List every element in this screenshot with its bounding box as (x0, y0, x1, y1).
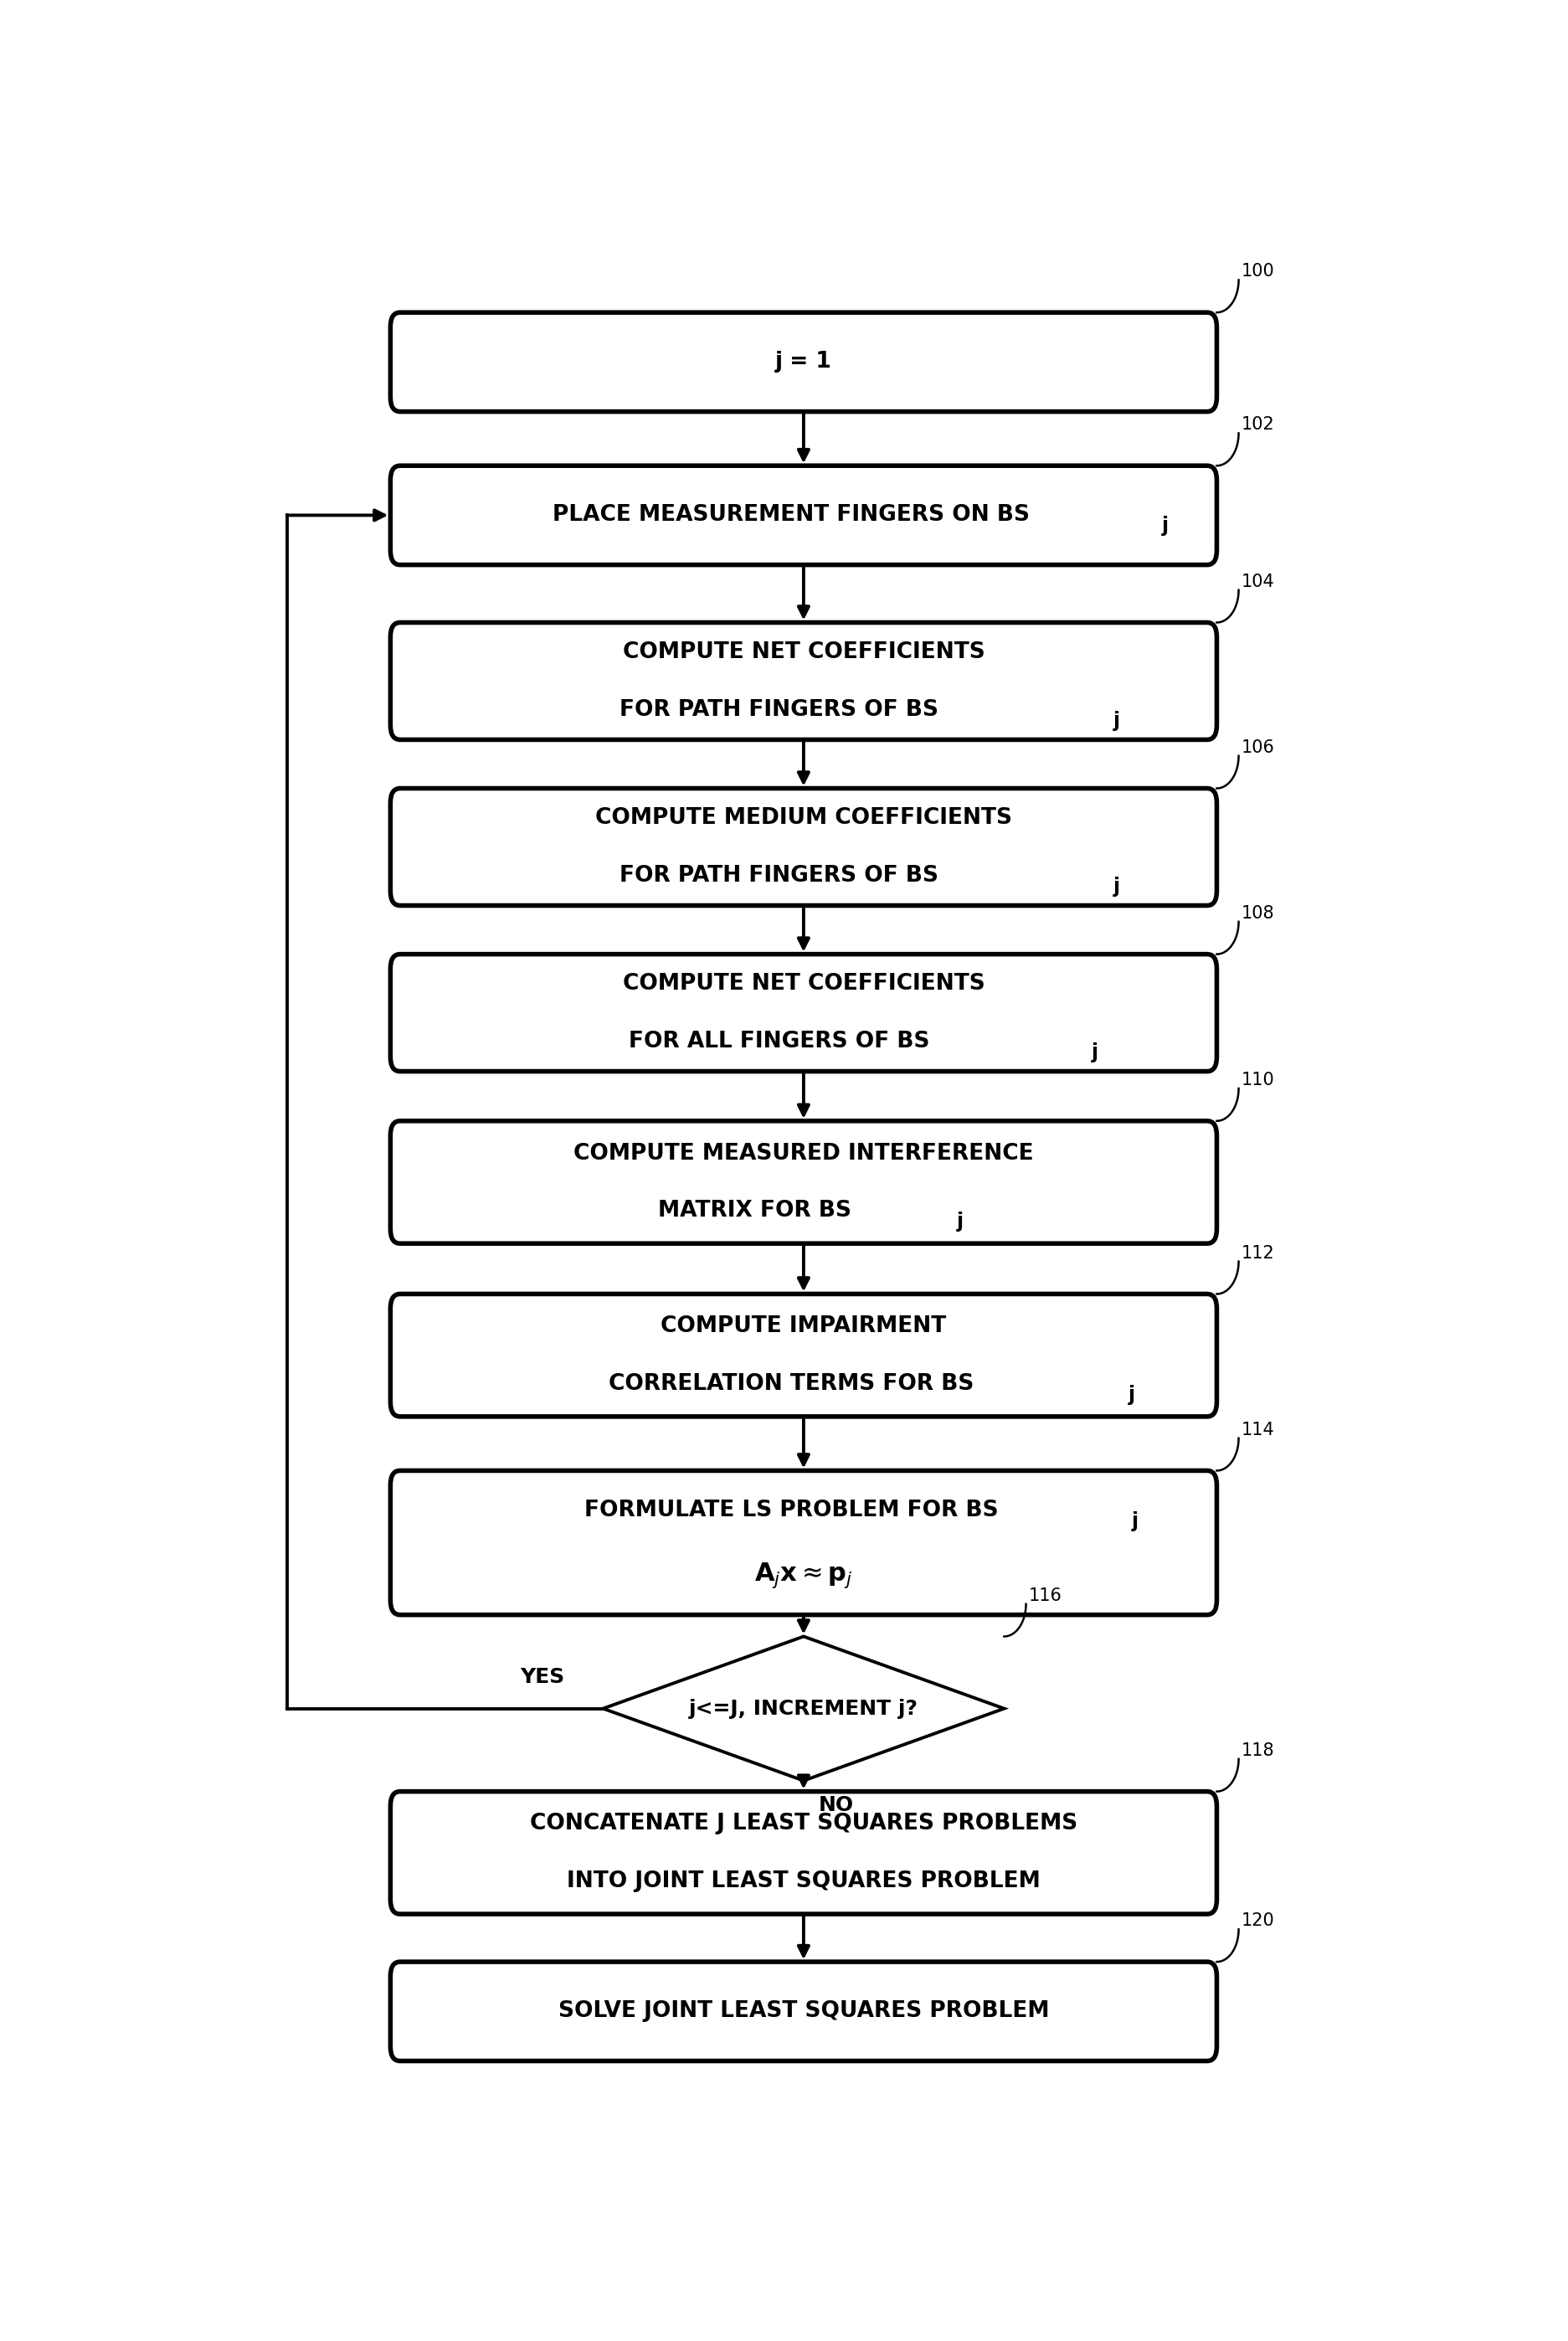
FancyBboxPatch shape (390, 789, 1217, 906)
Text: INTO JOINT LEAST SQUARES PROBLEM: INTO JOINT LEAST SQUARES PROBLEM (566, 1870, 1041, 1892)
Text: j: j (1162, 515, 1168, 536)
Polygon shape (604, 1636, 1004, 1782)
Text: 102: 102 (1242, 417, 1275, 433)
Text: 118: 118 (1242, 1742, 1275, 1758)
Text: j: j (1127, 1386, 1135, 1405)
FancyBboxPatch shape (390, 955, 1217, 1072)
FancyBboxPatch shape (390, 1470, 1217, 1615)
Text: 104: 104 (1242, 574, 1275, 590)
Text: j: j (1091, 1042, 1099, 1063)
Text: 100: 100 (1242, 262, 1275, 281)
Text: j: j (956, 1213, 963, 1231)
Text: 114: 114 (1242, 1421, 1275, 1437)
Text: COMPUTE NET COEFFICIENTS: COMPUTE NET COEFFICIENTS (622, 974, 985, 995)
Text: FOR PATH FINGERS OF BS: FOR PATH FINGERS OF BS (619, 700, 939, 721)
FancyBboxPatch shape (390, 466, 1217, 564)
Text: 116: 116 (1029, 1587, 1062, 1604)
Text: CONCATENATE J LEAST SQUARES PROBLEMS: CONCATENATE J LEAST SQUARES PROBLEMS (530, 1812, 1077, 1835)
FancyBboxPatch shape (390, 1962, 1217, 2060)
Text: 120: 120 (1242, 1913, 1275, 1929)
Text: 106: 106 (1242, 740, 1275, 756)
Text: 112: 112 (1242, 1245, 1275, 1262)
Text: SOLVE JOINT LEAST SQUARES PROBLEM: SOLVE JOINT LEAST SQUARES PROBLEM (558, 2002, 1049, 2023)
Text: COMPUTE MEDIUM COEFFICIENTS: COMPUTE MEDIUM COEFFICIENTS (596, 808, 1011, 829)
Text: COMPUTE NET COEFFICIENTS: COMPUTE NET COEFFICIENTS (622, 641, 985, 663)
Text: FOR ALL FINGERS OF BS: FOR ALL FINGERS OF BS (629, 1030, 930, 1053)
FancyBboxPatch shape (390, 623, 1217, 740)
Text: FOR PATH FINGERS OF BS: FOR PATH FINGERS OF BS (619, 864, 939, 887)
Text: FORMULATE LS PROBLEM FOR BS: FORMULATE LS PROBLEM FOR BS (585, 1498, 999, 1522)
FancyBboxPatch shape (390, 311, 1217, 412)
FancyBboxPatch shape (390, 1791, 1217, 1915)
Text: PLACE MEASUREMENT FINGERS ON BS: PLACE MEASUREMENT FINGERS ON BS (554, 503, 1030, 527)
Text: j: j (1113, 712, 1120, 730)
Text: $\mathbf{A}_j\mathbf{x} \approx \mathbf{p}_j$: $\mathbf{A}_j\mathbf{x} \approx \mathbf{… (754, 1561, 853, 1590)
Text: YES: YES (521, 1667, 564, 1688)
Text: NO: NO (818, 1796, 853, 1814)
FancyBboxPatch shape (390, 1121, 1217, 1243)
Text: MATRIX FOR BS: MATRIX FOR BS (659, 1201, 851, 1222)
FancyBboxPatch shape (390, 1295, 1217, 1416)
Text: j = 1: j = 1 (775, 351, 833, 372)
Text: 108: 108 (1242, 906, 1275, 922)
Text: j<=J, INCREMENT j?: j<=J, INCREMENT j? (688, 1700, 919, 1718)
Text: CORRELATION TERMS FOR BS: CORRELATION TERMS FOR BS (608, 1374, 974, 1395)
Text: 110: 110 (1242, 1072, 1275, 1089)
Text: COMPUTE IMPAIRMENT: COMPUTE IMPAIRMENT (660, 1316, 947, 1337)
Text: j: j (1132, 1510, 1138, 1531)
Text: COMPUTE MEASURED INTERFERENCE: COMPUTE MEASURED INTERFERENCE (574, 1142, 1033, 1163)
Text: j: j (1113, 876, 1120, 897)
